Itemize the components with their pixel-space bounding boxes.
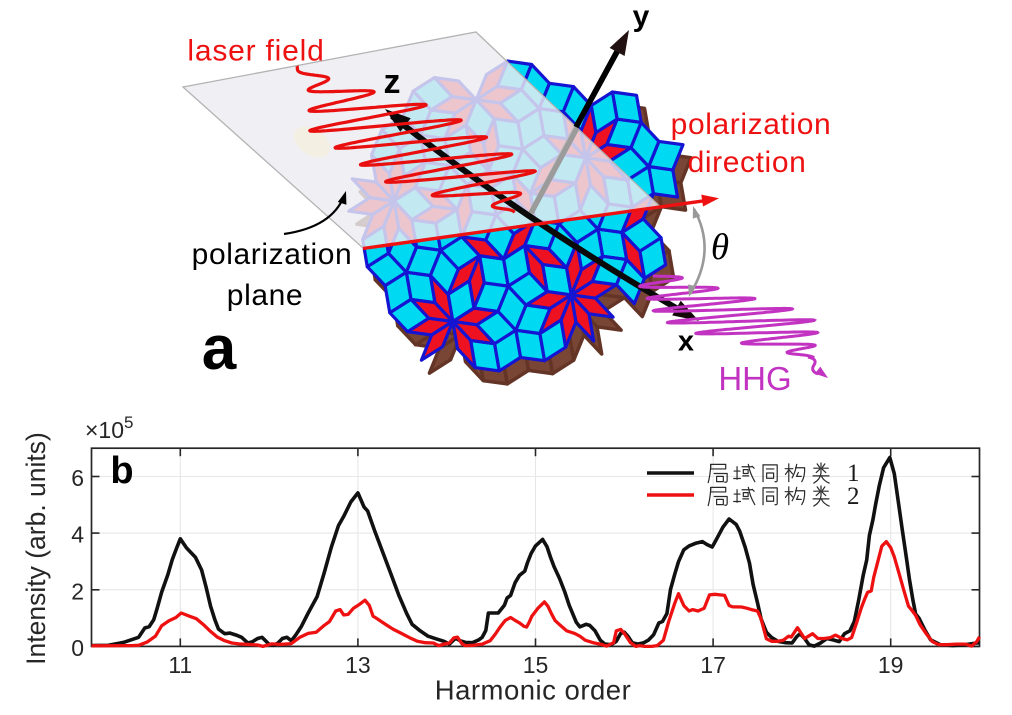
svg-text:plane: plane	[227, 279, 303, 312]
svg-text:2: 2	[71, 578, 84, 604]
svg-text:y: y	[633, 0, 650, 33]
svg-text:θ: θ	[711, 227, 729, 268]
svg-text:Intensity (arb. units): Intensity (arb. units)	[21, 432, 51, 665]
svg-text:4: 4	[71, 522, 84, 548]
svg-text:direction: direction	[688, 146, 807, 179]
svg-text:13: 13	[345, 652, 371, 678]
svg-text:2: 2	[847, 483, 860, 510]
svg-text:Harmonic order: Harmonic order	[435, 675, 632, 706]
svg-text:z: z	[384, 63, 401, 101]
svg-text:19: 19	[878, 652, 904, 678]
svg-text:b: b	[110, 450, 133, 492]
svg-text:laser field: laser field	[187, 35, 324, 68]
svg-text:6: 6	[71, 465, 84, 491]
svg-text:x: x	[678, 326, 694, 358]
svg-text:1: 1	[847, 460, 860, 487]
svg-text:a: a	[202, 314, 237, 383]
svg-text:17: 17	[700, 652, 726, 678]
svg-text:15: 15	[523, 652, 549, 678]
svg-text:polarization: polarization	[671, 108, 832, 141]
svg-text:11: 11	[168, 652, 192, 678]
svg-text:polarization: polarization	[192, 238, 353, 271]
svg-text:0: 0	[71, 635, 84, 661]
svg-text:HHG: HHG	[718, 360, 791, 397]
